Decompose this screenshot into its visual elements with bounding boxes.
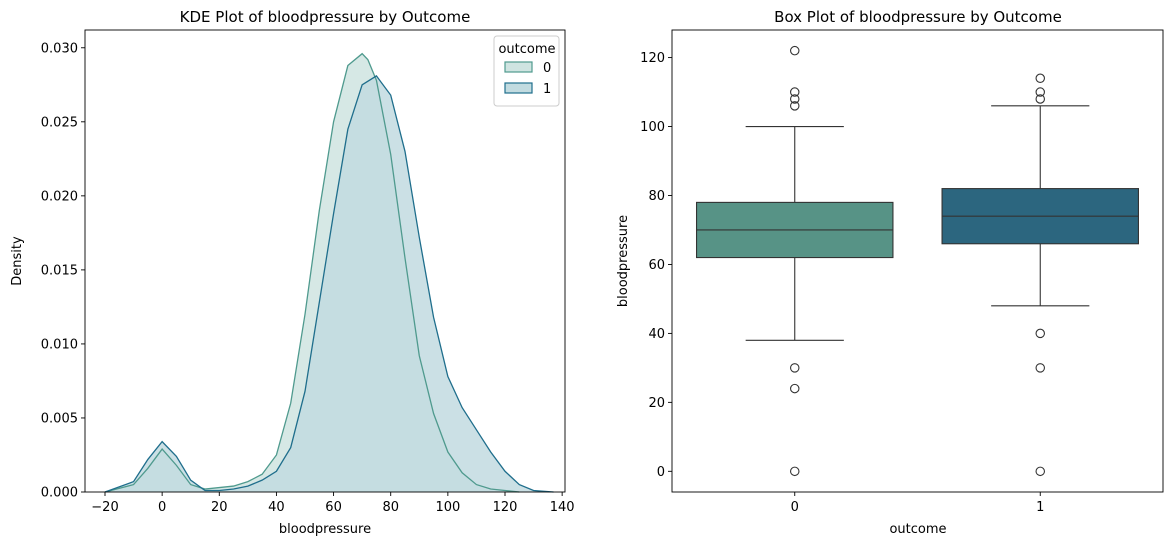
box-y-tick-label: 40	[648, 327, 665, 342]
box-group-0	[695, 45, 894, 477]
box-y-tick-label: 20	[648, 396, 665, 411]
outlier-point	[789, 94, 800, 104]
outlier-point	[789, 466, 800, 477]
kde-x-tick-label: 60	[325, 500, 342, 515]
box-title: Box Plot of bloodpressure by Outcome	[774, 8, 1062, 26]
box-y-label: bloodpressure	[616, 215, 631, 307]
kde-y-tick-label: 0.000	[41, 486, 78, 501]
box-x-tick-label: 1	[1036, 500, 1044, 515]
kde-y-tick-label: 0.020	[41, 189, 78, 204]
kde-x-tick-label: −20	[91, 500, 118, 515]
outlier-point	[1035, 87, 1046, 97]
box-plot: Box Plot of bloodpressure by Outcome 0 20…	[616, 8, 1164, 537]
legend-label-0: 0	[543, 61, 551, 76]
kde-area-1	[105, 75, 554, 493]
kde-y-ticks: 0.000 0.005 0.010 0.015 0.020 0.025 0.030	[41, 41, 85, 501]
box-y-tick-label: 120	[640, 51, 665, 66]
kde-x-tick-label: 20	[211, 500, 228, 515]
legend-label-1: 1	[543, 82, 551, 97]
kde-x-tick-label: 0	[158, 500, 166, 515]
box-y-tick-label: 60	[648, 258, 665, 273]
box-y-tick-label: 80	[648, 189, 665, 204]
kde-legend: outcome 0 1	[493, 35, 560, 107]
outlier-point	[789, 45, 800, 56]
kde-x-tick-label: 120	[493, 500, 518, 515]
kde-x-tick-label: 80	[382, 500, 399, 515]
box-group-1	[941, 73, 1139, 477]
box-y-ticks: 0 20 40 60 80 100 120	[640, 51, 672, 480]
kde-x-label: bloodpressure	[279, 522, 371, 537]
outlier-point	[1035, 328, 1046, 339]
outlier-point	[1035, 73, 1046, 84]
kde-y-tick-label: 0.030	[41, 41, 78, 56]
outlier-point	[789, 363, 800, 373]
box-x-label: outcome	[889, 522, 946, 537]
legend-swatch-0	[504, 61, 533, 73]
kde-y-tick-label: 0.025	[41, 115, 78, 130]
kde-plot: KDE Plot of bloodpressure by Outcome −20…	[10, 8, 575, 537]
outlier-point	[1035, 466, 1046, 477]
outlier-point	[789, 101, 800, 111]
kde-line-1	[104, 75, 554, 493]
outlier-point	[789, 87, 800, 97]
outlier-point	[1035, 363, 1046, 373]
kde-y-label: Density	[10, 236, 25, 286]
kde-x-tick-label: 140	[550, 500, 575, 515]
kde-title: KDE Plot of bloodpressure by Outcome	[180, 8, 471, 26]
kde-line-0	[104, 52, 520, 493]
legend-title: outcome	[498, 42, 555, 57]
kde-x-tick-label: 40	[268, 500, 285, 515]
outlier-point	[789, 383, 800, 394]
box-marks	[695, 45, 1139, 477]
kde-x-tick-label: 100	[435, 500, 460, 515]
kde-areas	[104, 52, 554, 493]
box-y-tick-label: 100	[640, 120, 665, 135]
kde-y-tick-label: 0.015	[41, 263, 78, 278]
box-x-tick-label: 0	[791, 500, 799, 515]
kde-axes-frame	[84, 29, 566, 493]
outlier-point	[1035, 94, 1046, 104]
box-axes-frame	[671, 29, 1164, 493]
legend-swatch-1	[504, 82, 533, 94]
kde-y-tick-label: 0.010	[41, 337, 78, 352]
kde-y-tick-label: 0.005	[41, 411, 78, 426]
box-y-tick-label: 0	[657, 465, 665, 480]
kde-x-ticks: −20 0 20 40 60 80 100 120 140	[91, 492, 575, 515]
